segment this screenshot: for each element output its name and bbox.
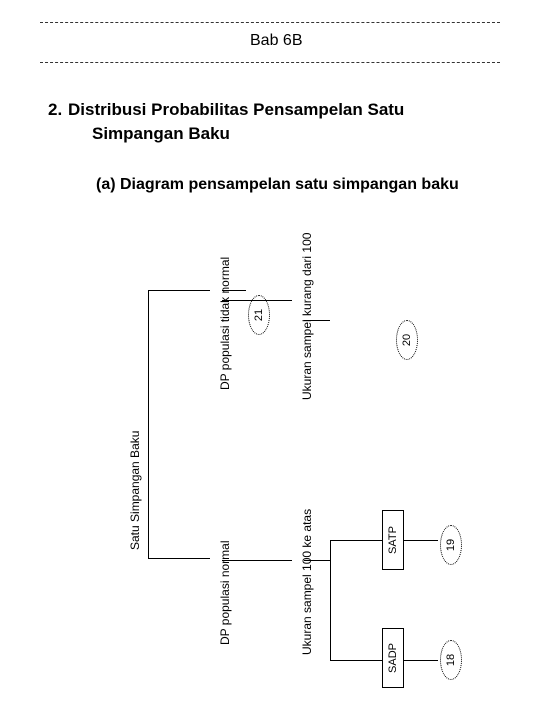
to-branch2: [148, 558, 210, 559]
sub2-label: Ukuran sampel 100 ke atas: [300, 509, 314, 655]
node-18: 18: [440, 640, 462, 680]
header-dash-bottom: [40, 62, 500, 63]
subsection-a: (a) Diagram pensampelan satu simpangan b…: [96, 176, 459, 194]
node-20: 20: [396, 320, 418, 360]
to-sadp: [330, 660, 382, 661]
box-sadp-label: SADP: [387, 643, 399, 673]
branch2-fork-v: [330, 540, 331, 660]
branch1-label: DP populasi tidak normal: [218, 257, 232, 390]
node-20-label: 20: [401, 334, 413, 346]
page-title: Bab 6B: [250, 32, 302, 50]
node-19-label: 19: [445, 539, 457, 551]
to-branch1: [148, 290, 210, 291]
node-21: 21: [248, 295, 270, 335]
box-satp-label: SATP: [387, 526, 399, 554]
box-sadp: SADP: [382, 628, 404, 688]
to-satp: [330, 540, 382, 541]
satp-to-19: [404, 540, 438, 541]
sadp-to-18: [404, 660, 438, 661]
section-number: 2.: [48, 100, 62, 120]
box-satp: SATP: [382, 510, 404, 570]
header-dash-top: [40, 22, 500, 23]
branch2-label: DP populasi normal: [218, 540, 232, 645]
node-19: 19: [440, 525, 462, 565]
root-label: Satu Simpangan Baku: [128, 431, 142, 550]
section-line2: Simpangan Baku: [92, 124, 230, 144]
section-line1: Distribusi Probabilitas Pensampelan Satu: [68, 100, 404, 120]
root-branch-vline: [148, 290, 149, 558]
sub1-label: Ukuran sampel kurang dari 100: [300, 233, 314, 400]
node-21-label: 21: [253, 309, 265, 321]
branch2-to-sub: [222, 560, 292, 561]
node-18-label: 18: [445, 654, 457, 666]
